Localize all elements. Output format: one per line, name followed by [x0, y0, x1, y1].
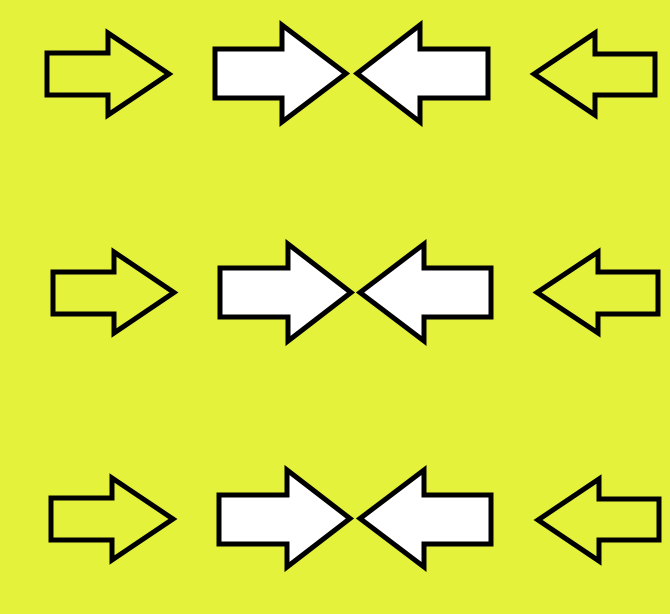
row-2-inner-left-arrow-icon [217, 238, 356, 347]
row-2-outer-left-arrow-icon [50, 247, 179, 338]
arrow-row-1 [44, 19, 658, 128]
arrow-row-3 [48, 464, 662, 573]
row-3-inner-left-arrow-icon [216, 464, 355, 573]
row-2-outer-right-arrow-icon [532, 247, 661, 338]
row-2-inner-right-arrow-icon [355, 238, 494, 347]
row-3-outer-left-arrow-icon [48, 473, 178, 565]
row-1-inner-right-arrow-icon [352, 19, 491, 128]
row-3-outer-right-arrow-icon [533, 474, 662, 566]
row-1-outer-right-arrow-icon [529, 28, 658, 120]
arrow-row-2 [50, 238, 661, 347]
row-1-inner-left-arrow-icon [212, 19, 351, 128]
row-1-outer-left-arrow-icon [44, 28, 174, 120]
row-3-inner-right-arrow-icon [355, 464, 494, 573]
